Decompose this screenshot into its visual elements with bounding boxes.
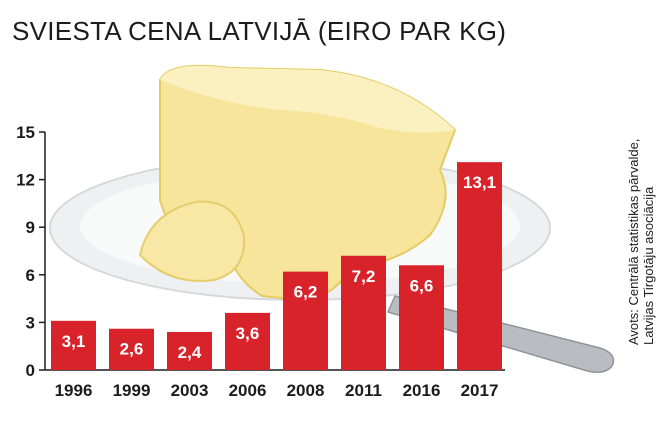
- source-line-2: Latvijas Tirgotāju asociācija: [641, 186, 656, 345]
- bar: [399, 265, 444, 370]
- x-tick-label: 1999: [113, 381, 151, 400]
- bar: [109, 328, 154, 370]
- bar-value-label: 3,6: [236, 324, 260, 343]
- y-tick-label: 9: [26, 218, 35, 237]
- butter-top-face: [160, 65, 455, 133]
- x-tick-label: 2011: [345, 381, 382, 400]
- bar-value-label: 6,6: [410, 276, 434, 295]
- x-tick-label: 2017: [461, 381, 499, 400]
- y-tick-label: 0: [26, 361, 35, 380]
- bar-value-label: 7,2: [352, 267, 376, 286]
- x-tick-label: 1996: [55, 381, 93, 400]
- bars: 3,1 1996 2,6 1999 2,4 2003 3,6 2006 6,2 2008 7,2 20…: [51, 162, 502, 400]
- bar-value-label: 6,2: [294, 283, 318, 302]
- x-tick-label: 2003: [171, 381, 209, 400]
- bar: [457, 162, 502, 370]
- bar-value-label: 2,4: [178, 343, 202, 362]
- source-line-1: Avots: Centrālā statistikas pārvalde,: [626, 138, 641, 345]
- bar: [167, 331, 212, 370]
- x-tick-label: 2008: [287, 381, 325, 400]
- y-tick-label: 15: [16, 123, 35, 142]
- x-tick-label: 2016: [403, 381, 441, 400]
- bar: [51, 320, 96, 370]
- butter-curl: [138, 200, 246, 282]
- y-tick-label: 3: [26, 313, 35, 332]
- y-tick-label: 6: [26, 266, 35, 285]
- chart-title: SVIESTA CENA LATVIJĀ (EIRO PAR KG): [12, 16, 507, 46]
- butter-illustration: [49, 64, 615, 373]
- x-tick-label: 2006: [229, 381, 267, 400]
- bar-value-label: 13,1: [463, 173, 496, 192]
- bar: [341, 255, 386, 370]
- bar: [283, 271, 328, 370]
- bar-value-label: 3,1: [62, 332, 86, 351]
- bar-value-label: 2,6: [120, 340, 144, 359]
- y-tick-label: 12: [16, 171, 35, 190]
- bar: [225, 312, 270, 370]
- source-note: Avots: Centrālā statistikas pārvalde, La…: [626, 139, 656, 345]
